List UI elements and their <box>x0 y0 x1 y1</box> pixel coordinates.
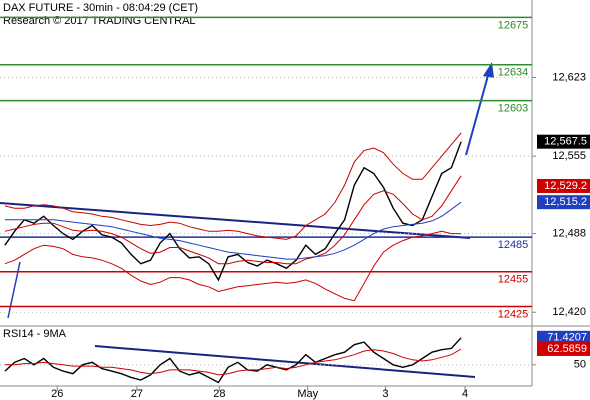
x-tick-label: 26 <box>51 388 63 400</box>
level-label: 12455 <box>498 274 529 286</box>
level-label: 12675 <box>498 19 529 31</box>
price-tag-label: 62.5859 <box>547 343 587 355</box>
price-tag <box>537 330 590 345</box>
rsi-title: RSI14 - 9MA <box>3 328 67 340</box>
x-tick-label: 4 <box>462 388 468 400</box>
price-tag-label: 71.4207 <box>547 332 587 344</box>
price-tag <box>537 134 590 149</box>
level-label: 12603 <box>498 103 529 115</box>
x-tick-label: 28 <box>213 388 225 400</box>
series-line <box>4 132 462 240</box>
price-tag-label: 12,529.2 <box>544 180 587 192</box>
level-label: 12634 <box>498 67 529 79</box>
series-line <box>4 230 462 302</box>
y-tick-label: 12,420 <box>552 306 586 318</box>
chart-title: DAX FUTURE - 30min - 08:04:29 (CET) <box>3 2 198 14</box>
price-tag <box>537 341 590 356</box>
trend-line <box>0 202 471 239</box>
level-label: 12425 <box>498 308 529 320</box>
y-tick-label: 50 <box>574 359 586 371</box>
x-tick-label: May <box>297 388 318 400</box>
x-tick-label: 3 <box>382 388 388 400</box>
series-line <box>4 201 462 260</box>
price-tag <box>537 178 590 193</box>
forecast-arrow <box>465 62 494 156</box>
level-label: 12485 <box>498 239 529 251</box>
y-tick-label: 12,488 <box>552 228 586 240</box>
price-tag <box>537 195 590 210</box>
y-tick-label: 12,555 <box>552 150 586 162</box>
x-tick-label: 27 <box>131 388 143 400</box>
series-line <box>4 175 462 265</box>
rsi-trend-line <box>94 345 476 378</box>
price-tag-label: 12,515.2 <box>544 196 587 208</box>
y-tick-label: 12,623 <box>552 71 586 83</box>
price-tag-label: 12,567.5 <box>544 136 587 148</box>
series-line <box>4 348 462 376</box>
